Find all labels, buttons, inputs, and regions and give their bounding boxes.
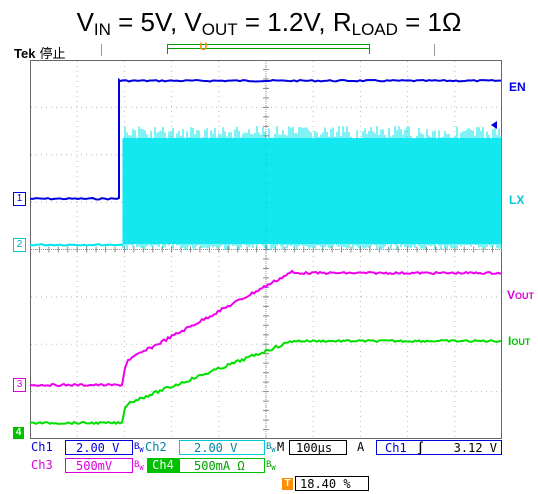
vout-label-sub: OUT [515,291,535,301]
trigger-mode: A [357,440,365,454]
ch2-ground-marker[interactable]: 2 [13,238,26,252]
ch2-offset-arrow-icon [491,121,497,129]
vin-symbol: V [76,7,94,37]
oscilloscope-screen [30,60,502,439]
ch2-scale[interactable]: 2.00 V [179,440,265,455]
ch1-name[interactable]: Ch1 [31,440,53,454]
ch2-bw-indicator: BW [266,440,276,455]
ch4-bw-sub: W [271,463,276,472]
ch1-bw-indicator: BW [134,440,144,455]
scope-status: Tek 停止 [14,43,65,62]
iout-label-sub: OUT [511,337,531,347]
vout-value: = 1.2V, [237,7,333,37]
ch4-iout-waveform [30,338,502,426]
brand-label: Tek [14,46,36,61]
vout-label-symbol: V [507,288,516,302]
rload-value: = 1Ω [397,7,462,37]
acquisition-status: 停止 [39,46,66,61]
timebase-scale[interactable]: 100µs [289,440,347,455]
ch3-bw-mark: B [134,460,140,470]
record-position-line [167,48,370,49]
ch1-bw-mark: B [134,442,140,452]
ch1-en-waveform [30,77,502,201]
ch1-scale[interactable]: 2.00 V [65,440,133,455]
vout-subscript: OUT [201,20,238,39]
ch4-scale[interactable]: 500mA Ω [179,458,265,473]
ch3-vout-waveform [30,269,502,388]
vin-value: = 5V, [110,7,185,37]
ch4-bw-mark: B [266,460,272,470]
record-position-bar[interactable] [167,44,370,54]
ch3-scale[interactable]: 500mV [65,458,133,473]
top-tick-right [434,44,435,56]
ch1-ground-marker[interactable]: 1 [13,192,26,206]
ch2-name[interactable]: Ch2 [145,440,167,454]
trigger-level: 3.12 V [453,441,497,455]
record-marker-icon[interactable]: U [199,41,208,53]
ch3-name[interactable]: Ch3 [31,458,53,472]
lx-label: LX [509,193,525,207]
figure-title: VIN = 5V, VOUT = 1.2V, RLOAD = 1Ω [0,0,538,44]
trigger-position[interactable]: 18.40 % [295,476,369,491]
vout-symbol: V [184,7,202,37]
ch2-bw-mark: B [266,442,272,452]
rload-subscript: LOAD [351,20,398,39]
rload-symbol: R [332,7,352,37]
trigger-source[interactable]: Ch1 ∫ 3.12 V [376,440,502,455]
en-label: EN [509,80,526,94]
timebase-label: M [277,440,285,454]
trigger-pos-icon: T [282,478,293,490]
ch3-ground-marker[interactable]: 3 [13,378,26,392]
ch3-bw-sub: W [139,463,144,472]
vout-label: VOUT [507,288,534,302]
trigger-source-name: Ch1 [385,441,407,455]
iout-label-symbol: I [508,334,512,348]
ch4-ground-marker[interactable]: 4 [13,427,24,439]
ch4-bw-indicator: BW [266,458,276,473]
vin-subscript: IN [93,20,111,39]
top-tick-left [101,44,102,56]
ch2-bw-sub: W [271,445,276,454]
ch1-bw-sub: W [139,445,144,454]
ch2-lx-waveform [30,126,502,250]
iout-label: IOUT [508,334,530,348]
ch3-bw-indicator: BW [134,458,144,473]
trigger-slope-icon: ∫ [416,441,424,455]
ch4-name[interactable]: Ch4 [147,458,179,473]
